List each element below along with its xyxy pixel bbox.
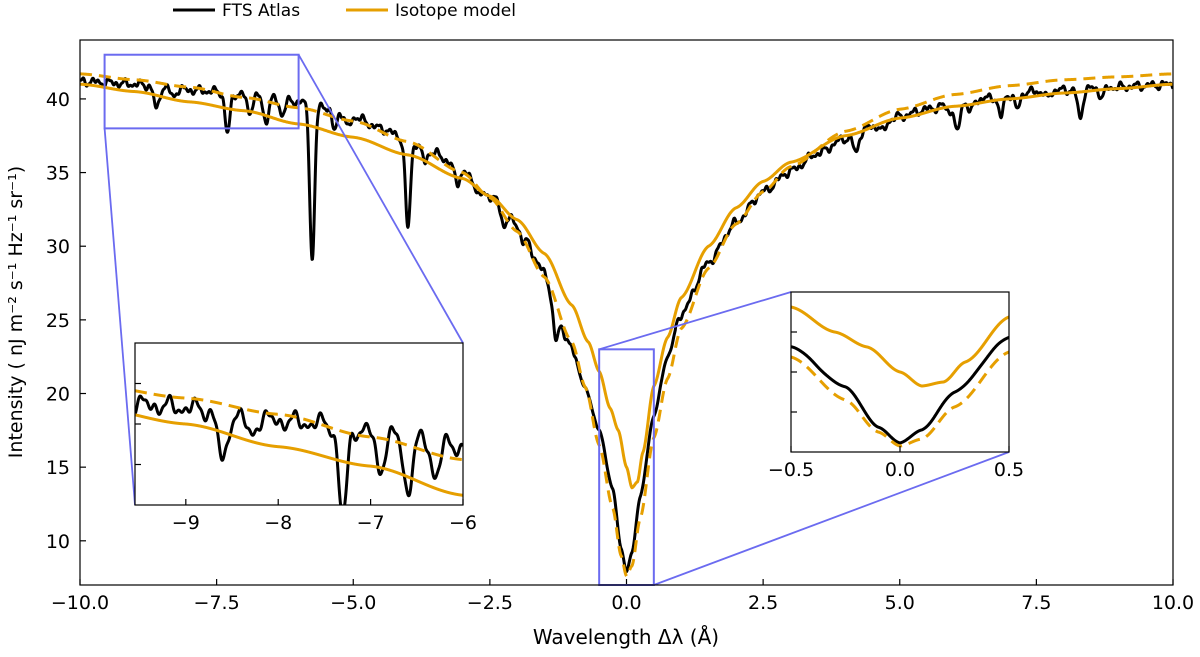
right-inset-series-isotope-model	[791, 305, 1009, 388]
left-inset-lines	[135, 389, 463, 505]
y-axis-label: Intensity ( nJ m⁻² s⁻¹ Hz⁻¹ sr⁻¹)	[5, 166, 27, 458]
y-tick-label: 35	[46, 163, 70, 185]
x-tick-label: −5.0	[330, 592, 376, 614]
left-connector	[297, 54, 464, 344]
left-inset-x-tick-label: −9	[172, 512, 200, 534]
right-inset-series-fts-atlas	[791, 335, 1009, 445]
y-tick-label: 30	[46, 236, 70, 258]
main-axes-frame	[79, 39, 1174, 586]
legend-label-isotope: Isotope model	[395, 1, 516, 21]
x-tick-label: 5.0	[885, 592, 915, 614]
y-tick-label: 25	[46, 310, 70, 332]
main-series-isotope-model-dashed	[80, 72, 1173, 578]
x-tick-label: 7.5	[1021, 592, 1051, 614]
right-inset-ticks: −0.5 0.0 0.5	[768, 331, 1024, 481]
x-tick-label: 2.5	[748, 592, 778, 614]
left-inset-x-tick-label: −8	[264, 512, 292, 534]
left-zoom-rect	[103, 53, 300, 130]
x-tick-label: −10.0	[51, 592, 109, 614]
x-tick-label: 10.0	[1152, 592, 1194, 614]
right-inset: −0.5 0.0 0.5	[768, 291, 1024, 481]
main-plot-lines	[80, 72, 1173, 578]
right-inset-x-tick-label: 0.5	[994, 459, 1024, 481]
x-axis-label: Wavelength Δλ (Å)	[533, 625, 719, 649]
left-inset: −9 −8 −7 −6	[134, 342, 477, 534]
legend-label-fts: FTS Atlas	[222, 1, 300, 21]
main-series-isotope-model	[80, 82, 1173, 490]
y-tick-label: 20	[46, 384, 70, 406]
y-tick-label: 10	[46, 531, 70, 553]
zoom-indicators	[103, 53, 1010, 586]
x-axis-ticks: −10.0 −7.5 −5.0 −2.5 0.0 2.5 5.0 7.5 10.0	[51, 579, 1194, 614]
x-tick-label: −2.5	[467, 592, 513, 614]
right-connector	[598, 291, 792, 351]
left-inset-ticks: −9 −8 −7 −6	[135, 382, 477, 534]
left-inset-series-fts-atlas	[135, 393, 463, 505]
y-tick-label: 15	[46, 457, 70, 479]
right-inset-x-tick-label: 0.0	[885, 459, 915, 481]
left-inset-x-tick-label: −7	[357, 512, 385, 534]
main-axes: −10.0 −7.5 −5.0 −2.5 0.0 2.5 5.0 7.5 10.0 10 15 20…	[5, 89, 1194, 649]
x-tick-label: −7.5	[194, 592, 240, 614]
right-connector	[653, 451, 1010, 586]
x-tick-label: 0.0	[611, 592, 641, 614]
left-connector	[103, 128, 136, 506]
y-axis-ticks: 10 15 20 25 30 35 40	[46, 89, 86, 553]
legend: FTS Atlas Isotope model	[173, 1, 516, 21]
left-inset-series-isotope-model	[135, 413, 463, 497]
left-inset-x-tick-label: −6	[449, 512, 477, 534]
y-tick-label: 40	[46, 89, 70, 111]
right-inset-x-tick-label: −0.5	[768, 459, 814, 481]
